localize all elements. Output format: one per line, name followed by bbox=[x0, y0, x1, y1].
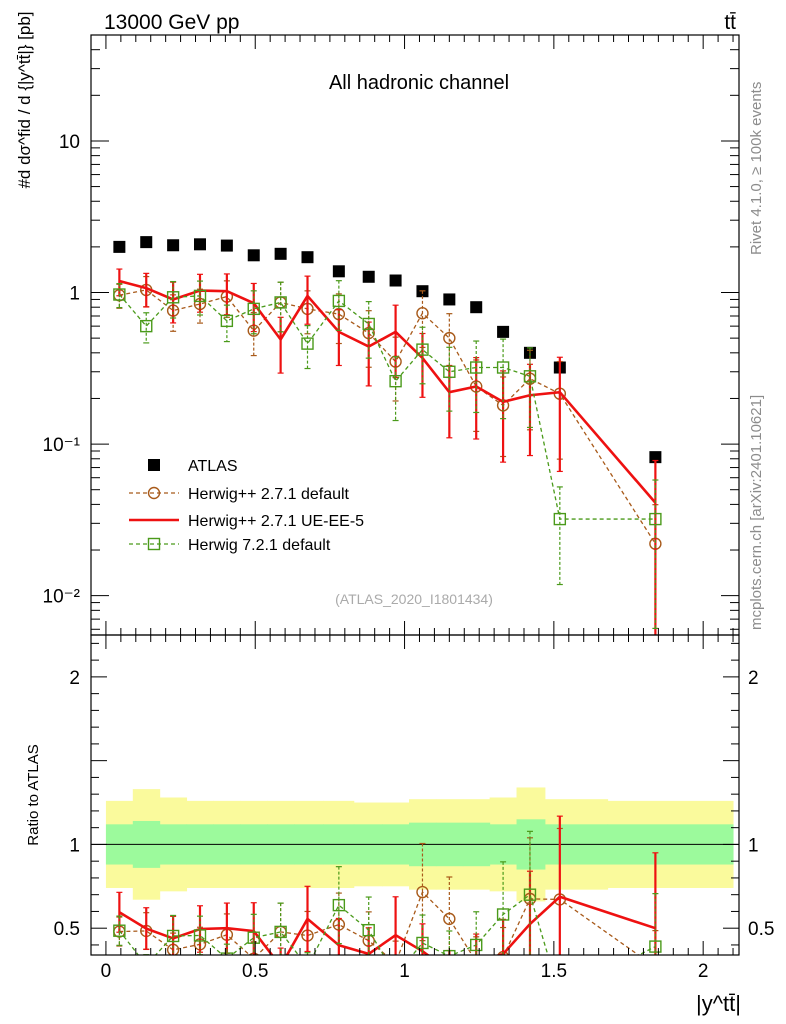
atlas-point bbox=[167, 239, 180, 252]
legend-label-herwigpp-ueee5: Herwig++ 2.7.1 UE-EE-5 bbox=[188, 513, 364, 530]
herwig-7-2-1-default-point bbox=[301, 337, 314, 350]
atlas-point bbox=[247, 249, 260, 262]
herwig-7-2-1-default-point bbox=[247, 931, 260, 944]
legend-label-atlas: ATLAS bbox=[188, 458, 238, 475]
legend-entry-herwig7-default: Herwig 7.2.1 default bbox=[129, 537, 331, 554]
herwig-7-2-1-default-point bbox=[332, 898, 346, 912]
herwig-7-2-1-default-point bbox=[523, 888, 537, 901]
herwig-7-2-1-default-point bbox=[649, 940, 662, 953]
ratio-series-group bbox=[113, 815, 662, 1001]
atlas-point bbox=[220, 239, 233, 252]
atlas-point bbox=[274, 247, 287, 260]
atlas-point bbox=[389, 274, 402, 287]
process-label: tt̄ bbox=[724, 11, 736, 34]
herwig-7-2-1-default-point bbox=[332, 294, 346, 308]
energy-label: 13000 GeV pp bbox=[104, 11, 239, 34]
herwig-7-2-1-default-point bbox=[140, 319, 153, 333]
herwig-2-7-1-default-point bbox=[471, 956, 482, 967]
ratio-y-tick-label-left: 2 bbox=[69, 668, 80, 689]
herwig-2-7-1-ue-ee-5-line bbox=[119, 279, 657, 504]
x-tick-label: 0 bbox=[101, 961, 112, 982]
rivet-version-label: Rivet 4.1.0, ≥ 100k events bbox=[748, 82, 765, 255]
ratio-y-tick-label-right: 1 bbox=[748, 835, 759, 856]
herwig-7-2-1-default-point bbox=[220, 314, 234, 328]
herwig-7-2-1-default-point bbox=[470, 938, 483, 952]
main-y-tick-label: 10 bbox=[59, 132, 80, 153]
herwig-7-2-1-default-point bbox=[220, 952, 234, 955]
herwig-7-2-1-default-point bbox=[362, 923, 375, 937]
ratio-y-tick-label-left: 0.5 bbox=[54, 919, 80, 940]
ratio-y-tick-label-right: 0.5 bbox=[748, 919, 774, 940]
herwig-7-2-1-default-point bbox=[416, 936, 429, 950]
x-axis-label: |y^tt̄| bbox=[696, 991, 741, 1016]
main-series-group bbox=[113, 236, 662, 635]
ratio-panel-frame bbox=[90, 634, 740, 956]
mcplots-label: mcplots.cern.ch [arXiv:2401.10621] bbox=[748, 395, 765, 630]
herwig-7-2-1-default-point bbox=[113, 288, 126, 301]
ratio-y-tick-label-left: 1 bbox=[69, 835, 80, 856]
main-y-axis-label: #d dσ^fid / d {|y^tt̄|} [pb] bbox=[15, 11, 34, 188]
herwig-2-7-1-default-point bbox=[416, 307, 429, 320]
main-y-tick-label: 1 bbox=[69, 284, 80, 305]
legend-label-herwigpp-default: Herwig++ 2.7.1 default bbox=[188, 486, 350, 503]
herwig-7-2-1-default-point bbox=[470, 361, 483, 374]
herwig-7-2-1-default-point bbox=[141, 960, 152, 971]
atlas-point bbox=[332, 265, 345, 278]
herwig-7-2-1-default-point bbox=[649, 512, 662, 526]
analysis-watermark: (ATLAS_2020_I1801434) bbox=[335, 591, 493, 607]
x-tick-label: 2 bbox=[698, 961, 709, 982]
legend-label-herwig7-default: Herwig 7.2.1 default bbox=[188, 537, 331, 554]
atlas-point bbox=[113, 240, 126, 253]
herwig-7-2-1-default-point bbox=[362, 317, 375, 331]
herwig-7-2-1-default-point bbox=[274, 925, 287, 939]
herwig-7-2-1-default-point bbox=[193, 929, 207, 942]
herwig-7-2-1-default-point bbox=[113, 924, 126, 937]
main-y-tick-label: 10⁻¹ bbox=[43, 435, 81, 456]
herwig-7-2-1-default-point bbox=[554, 990, 565, 1001]
herwig-7-2-1-default-point bbox=[416, 343, 429, 356]
herwig-7-2-1-default-point bbox=[193, 289, 207, 303]
chart-title: All hadronic channel bbox=[329, 72, 509, 94]
herwig-7-2-1-default-line bbox=[118, 294, 656, 520]
legend-entry-herwigpp-ueee5: Herwig++ 2.7.1 UE-EE-5 bbox=[129, 513, 364, 530]
ratio-y-axis-label: Ratio to ATLAS bbox=[25, 744, 42, 845]
herwig-7-2-1-default-point bbox=[389, 374, 402, 388]
atlas-point bbox=[362, 270, 375, 283]
herwig-2-7-1-default-point bbox=[416, 885, 429, 899]
x-tick-label: 1.5 bbox=[541, 961, 567, 982]
legend: ATLAS Herwig++ 2.7.1 default Herwig++ 2.… bbox=[129, 458, 364, 554]
ratio-y-tick-label-right: 2 bbox=[748, 668, 759, 689]
atlas-point bbox=[301, 251, 314, 264]
herwig-7-2-1-default-point bbox=[274, 296, 287, 309]
herwig-7-2-1-default-point bbox=[496, 361, 510, 374]
atlas-point bbox=[443, 293, 456, 306]
herwig-2-7-1-default-point bbox=[650, 962, 661, 973]
atlas-point bbox=[193, 238, 206, 251]
x-tick-label: 0.5 bbox=[242, 961, 268, 982]
herwig-7-2-1-default-point bbox=[553, 512, 567, 526]
legend-entry-herwigpp-default: Herwig++ 2.7.1 default bbox=[129, 486, 350, 503]
atlas-point bbox=[140, 236, 153, 249]
herwig-7-2-1-default-point bbox=[496, 908, 510, 921]
herwig-7-2-1-default-point bbox=[302, 961, 313, 972]
herwig-7-2-1-default-point bbox=[166, 291, 180, 304]
x-tick-label: 1 bbox=[399, 961, 410, 982]
herwig-7-2-1-default-point bbox=[443, 365, 456, 378]
herwig-2-7-1-default-point bbox=[443, 912, 456, 926]
legend-entry-atlas: ATLAS bbox=[148, 458, 238, 475]
atlas-point bbox=[497, 325, 510, 338]
herwig-7-2-1-default-point bbox=[166, 929, 180, 943]
herwig-7-2-1-default-line bbox=[118, 893, 656, 955]
herwig-7-2-1-default-point bbox=[523, 370, 537, 383]
herwig-2-7-1-default-line bbox=[119, 289, 656, 545]
herwig-2-7-1-default-point bbox=[443, 331, 456, 345]
atlas-point bbox=[470, 301, 483, 314]
axes: 0 0.5 1 1.5 2 10⁻² 10⁻¹ 1 10 0.5 0.5 1 1 2 2 bbox=[43, 34, 774, 982]
herwig-7-2-1-default-point bbox=[247, 302, 260, 316]
main-y-tick-label: 10⁻² bbox=[43, 587, 81, 608]
